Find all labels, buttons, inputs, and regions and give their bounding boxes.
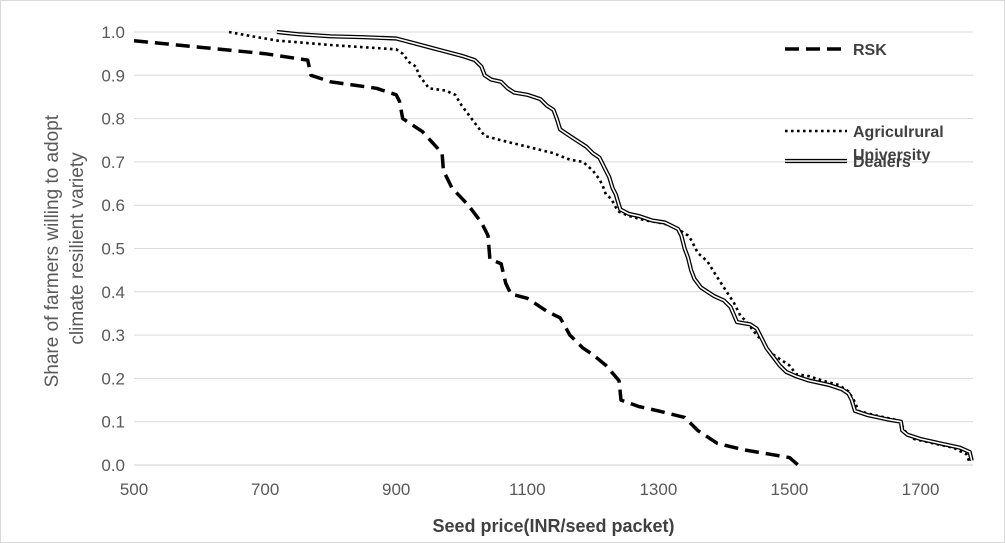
series-agriculrural-university-line	[228, 30, 971, 464]
legend-label-line: University	[853, 147, 930, 164]
legend-label-line: Agriculrural	[853, 124, 944, 141]
axes: 0.0 0.1 0.2 0.3 0.4 0.5 0.6 0.7 0.8 0.9 1.0 500 700 9…	[101, 23, 973, 499]
x-tick-label: 1700	[902, 480, 940, 499]
legend-item-dealers: Dealers	[785, 154, 911, 171]
y-tick-label: 0.1	[101, 413, 125, 432]
series-lines	[133, 29, 974, 467]
y-tick-label: 0.7	[101, 153, 125, 172]
x-tick-label: 500	[120, 480, 148, 499]
x-tick-label: 1100	[509, 480, 546, 499]
legend-label-line: Dealers	[853, 154, 911, 171]
x-tick-label: 900	[382, 480, 410, 499]
y-axis-title-line-2: climate resilient variety	[67, 152, 88, 345]
y-tick-label: 0.3	[101, 326, 125, 345]
x-tick-label: 1500	[771, 480, 809, 499]
y-tick-label: 0.0	[101, 456, 125, 475]
y-axis-title: Share of farmers willing to adopt climat…	[42, 110, 88, 388]
series-dealers-line-outer	[276, 29, 974, 462]
legend-item-agriculrural-university: Agriculrural University	[785, 124, 944, 164]
y-tick-label: 0.4	[101, 283, 125, 302]
legend-label-rsk: RSK	[853, 42, 887, 59]
y-tick-label: 1.0	[101, 23, 125, 42]
y-tick-label: 0.5	[101, 240, 125, 259]
legend-label-line: RSK	[853, 42, 887, 59]
x-tick-label: 1300	[639, 480, 677, 499]
series-rsk	[133, 38, 800, 467]
gridlines	[134, 31, 973, 423]
legend-item-rsk: RSK	[785, 42, 887, 59]
y-axis-title-line-1: Share of farmers willing to adopt	[42, 114, 63, 387]
y-tick-label: 0.8	[101, 110, 125, 129]
series-agriculrural-university	[228, 30, 971, 464]
series-dealers-line-inner	[276, 31, 973, 461]
y-tick-label: 0.6	[101, 196, 125, 215]
y-tick-label: 0.9	[101, 66, 125, 85]
x-axis-title: Seed price(INR/seed packet)	[432, 516, 674, 536]
legend-label-agriculrural-university: Agriculrural University	[853, 124, 944, 164]
legend-label-dealers: Dealers	[853, 154, 911, 171]
series-rsk-line	[133, 38, 800, 467]
series-dealers	[276, 29, 974, 462]
x-tick-label: 700	[251, 480, 279, 499]
y-tick-label: 0.2	[101, 369, 125, 388]
